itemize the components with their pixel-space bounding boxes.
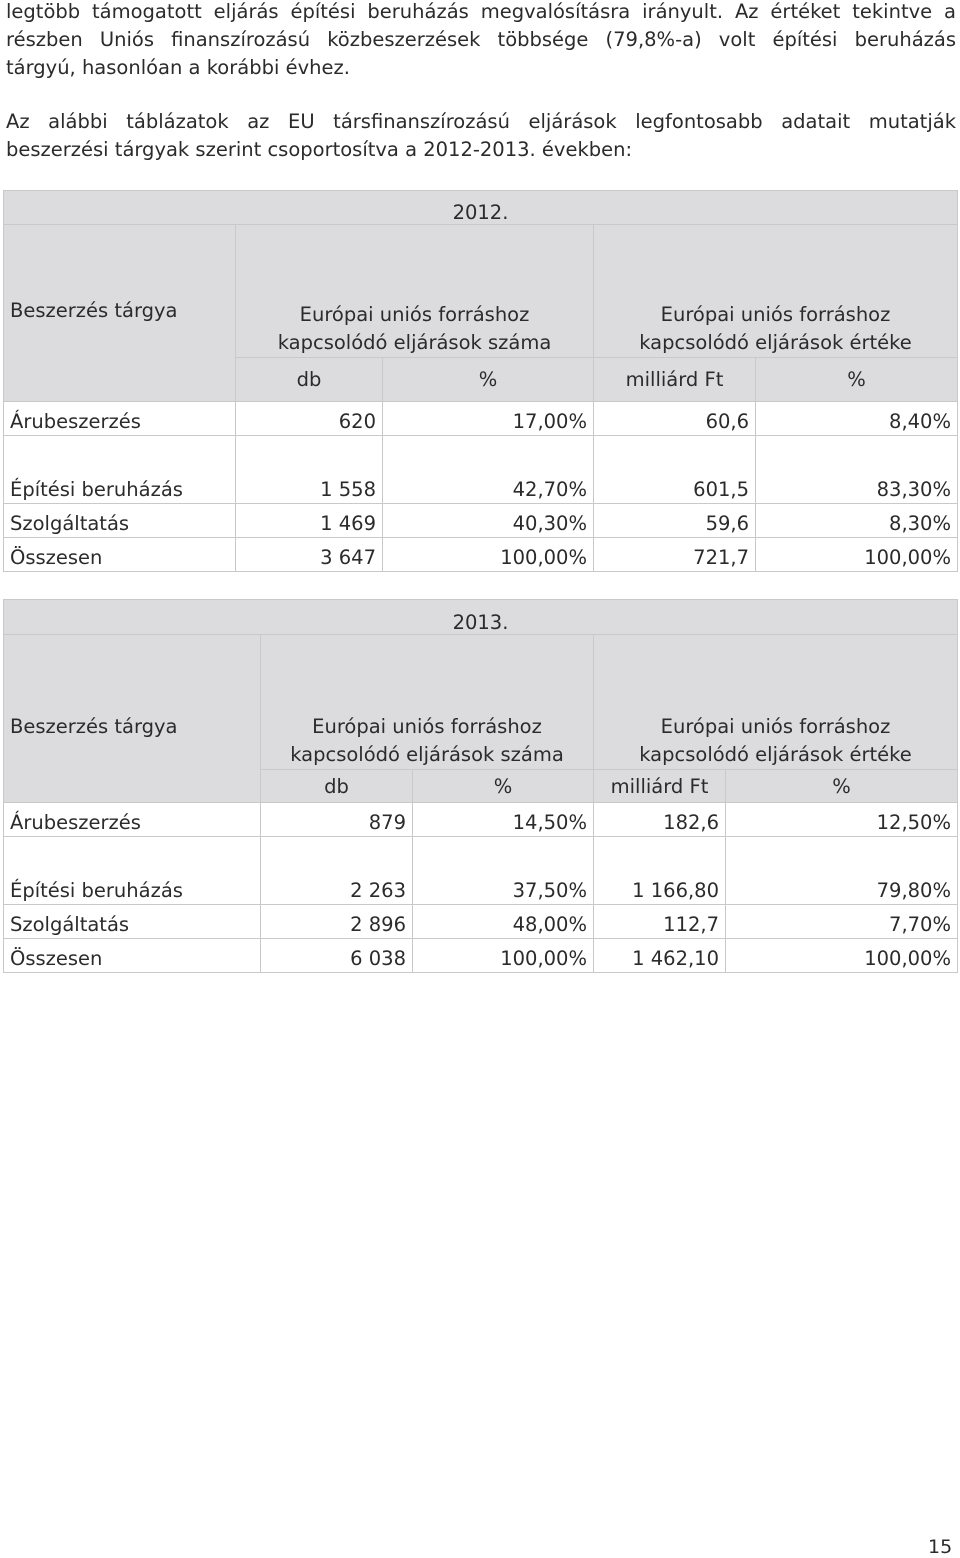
subject-header: Beszerzés tárgya [3,634,261,803]
value-group-header-line1: Európai uniós forráshoz [660,715,891,738]
cell-percent: 100,00% [412,938,594,973]
cell-db: 6 038 [260,938,413,973]
unit-percent: % [755,357,958,402]
value-group-header-line1: Európai uniós forráshoz [660,303,891,326]
table-year-title: 2012. [3,190,958,225]
table-row: Építési beruházás 2 263 37,50% 1 166,80 … [3,836,958,905]
count-group-header-line1: Európai uniós forráshoz [312,715,542,738]
cell-percent: 100,00% [725,938,958,973]
cell-percent: 79,80% [725,836,958,905]
table-row: Árubeszerzés 620 17,00% 60,6 8,40% [3,401,958,436]
paragraph-line: beszerzési tárgyak szerint csoportosítva… [6,138,633,161]
cell-percent: 17,00% [382,401,594,436]
cell-db: 1 469 [235,503,383,538]
table-row: Szolgáltatás 2 896 48,00% 112,7 7,70% [3,904,958,939]
cell-percent: 100,00% [382,537,594,572]
unit-percent: % [412,769,594,803]
cell-value: 182,6 [593,802,726,837]
value-group-header-line2: kapcsolódó eljárások értéke [639,331,912,354]
cell-percent: 7,70% [725,904,958,939]
table-row: Építési beruházás 1 558 42,70% 601,5 83,… [3,435,958,504]
count-group-header: Európai uniós forráshoz kapcsolódó eljár… [260,634,594,770]
cell-value: 721,7 [593,537,756,572]
cell-db: 1 558 [235,435,383,504]
row-label: Építési beruházás [3,836,261,905]
row-label: Árubeszerzés [3,401,236,436]
cell-percent: 14,50% [412,802,594,837]
count-group-header-line2: kapcsolódó eljárások száma [277,331,552,354]
cell-percent: 83,30% [755,435,958,504]
cell-percent: 8,40% [755,401,958,436]
cell-value: 1 166,80 [593,836,726,905]
cell-value: 112,7 [593,904,726,939]
table-row: Összesen 3 647 100,00% 721,7 100,00% [3,537,958,572]
cell-db: 2 896 [260,904,413,939]
row-label: Szolgáltatás [3,904,261,939]
row-label: Összesen [3,938,261,973]
cell-value: 59,6 [593,503,756,538]
table-row: Összesen 6 038 100,00% 1 462,10 100,00% [3,938,958,973]
unit-db: db [235,357,383,402]
intro-paragraph: legtöbb támogatott eljárás építési beruh… [6,0,956,82]
table-row: Árubeszerzés 879 14,50% 182,6 12,50% [3,802,958,837]
cell-percent: 12,50% [725,802,958,837]
unit-percent: % [725,769,958,803]
cell-value: 1 462,10 [593,938,726,973]
cell-percent: 8,30% [755,503,958,538]
count-group-header-line2: kapcsolódó eljárások száma [290,743,564,766]
table-2013: 2013. Beszerzés tárgya Európai uniós for… [3,599,958,973]
row-label: Építési beruházás [3,435,236,504]
paragraph-line: Az alábbi táblázatok az EU társfinanszír… [6,110,956,133]
cell-db: 2 263 [260,836,413,905]
unit-billion-ft: milliárd Ft [593,769,726,803]
unit-db: db [260,769,413,803]
row-label: Szolgáltatás [3,503,236,538]
cell-percent: 100,00% [755,537,958,572]
table-year-title: 2013. [3,599,958,635]
value-group-header: Európai uniós forráshoz kapcsolódó eljár… [593,634,958,770]
paragraph-line: legtöbb támogatott eljárás építési beruh… [6,0,956,23]
value-group-header-line2: kapcsolódó eljárások értéke [639,743,912,766]
page-number: 15 [928,1536,953,1558]
cell-value: 601,5 [593,435,756,504]
row-label: Összesen [3,537,236,572]
cell-db: 879 [260,802,413,837]
cell-percent: 40,30% [382,503,594,538]
table-row: Szolgáltatás 1 469 40,30% 59,6 8,30% [3,503,958,538]
table-2012: 2012. Beszerzés tárgya Európai uniós for… [3,190,958,572]
unit-billion-ft: milliárd Ft [593,357,756,402]
subject-header: Beszerzés tárgya [3,224,236,402]
unit-percent: % [382,357,594,402]
paragraph-line: tárgyú, hasonlóan a korábbi évhez. [6,56,350,79]
table-intro-paragraph: Az alábbi táblázatok az EU társfinanszír… [6,108,956,164]
cell-percent: 37,50% [412,836,594,905]
cell-value: 60,6 [593,401,756,436]
count-group-header-line1: Európai uniós forráshoz [299,303,530,326]
paragraph-line: részben Uniós finanszírozású közbeszerzé… [6,28,956,51]
cell-db: 620 [235,401,383,436]
count-group-header: Európai uniós forráshoz kapcsolódó eljár… [235,224,594,358]
row-label: Árubeszerzés [3,802,261,837]
value-group-header: Európai uniós forráshoz kapcsolódó eljár… [593,224,958,358]
cell-percent: 42,70% [382,435,594,504]
cell-percent: 48,00% [412,904,594,939]
cell-db: 3 647 [235,537,383,572]
